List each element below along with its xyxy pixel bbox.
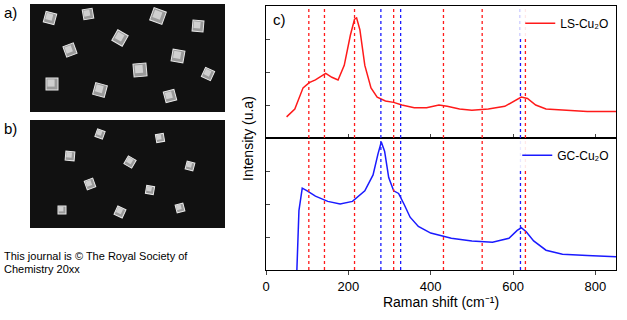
svg-text:Intensity (u.a): Intensity (u.a) bbox=[240, 96, 256, 181]
html-text:a): a) bbox=[4, 4, 18, 21]
svg-text:Raman shift (cm⁻¹): Raman shift (cm⁻¹) bbox=[383, 294, 499, 310]
svg-text:c): c) bbox=[273, 11, 286, 28]
html-text:b): b) bbox=[4, 120, 18, 137]
svg-text:800: 800 bbox=[585, 279, 607, 294]
svg-text:200: 200 bbox=[337, 279, 359, 294]
svg-text:LS-Cu₂O: LS-Cu₂O bbox=[560, 17, 608, 31]
html-text:This journal is © The Royal So: This journal is © The Royal Society of C… bbox=[4, 250, 188, 275]
svg-text:0: 0 bbox=[262, 279, 269, 294]
svg-text:400: 400 bbox=[420, 279, 442, 294]
svg-text:600: 600 bbox=[502, 279, 524, 294]
svg-text:GC-Cu₂O: GC-Cu₂O bbox=[557, 149, 608, 163]
